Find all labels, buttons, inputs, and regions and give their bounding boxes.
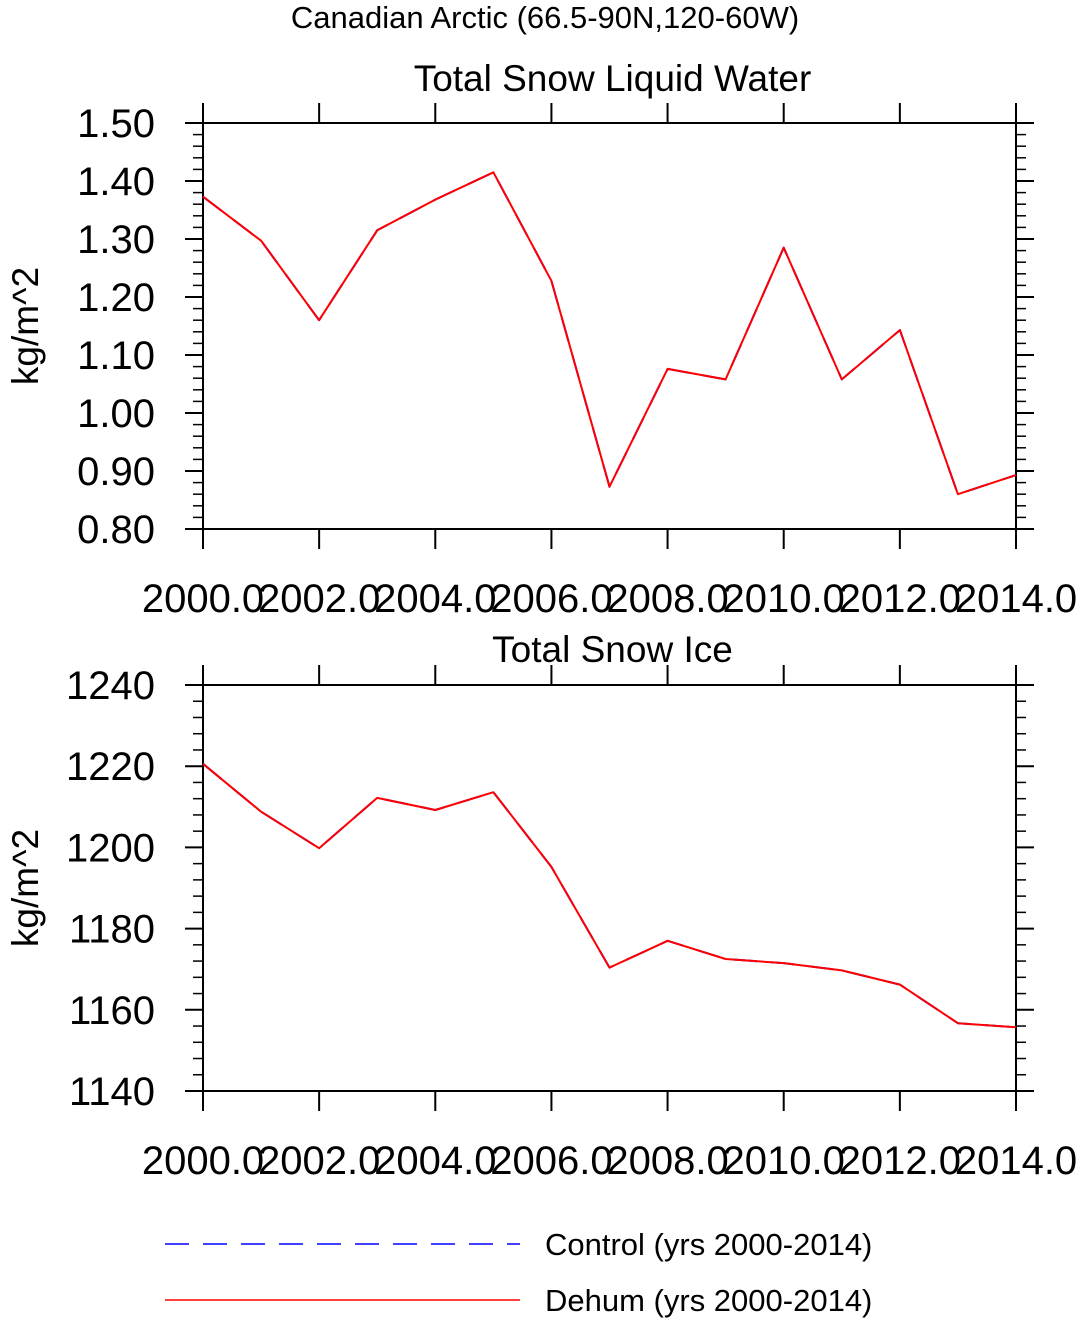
x-tick-label: 2000.0 xyxy=(142,577,264,621)
y-tick-label: 1.50 xyxy=(77,102,155,146)
chart-1: Total Snow Liquid Water kg/m^2 0.80 0.90 1.0… xyxy=(5,58,1077,621)
x-tick-label: 2006.0 xyxy=(490,1139,612,1183)
y-tick-label: 1240 xyxy=(66,664,155,708)
y-tick-label: 0.90 xyxy=(77,450,155,494)
y-tick-label: 1.00 xyxy=(77,392,155,436)
y-tick-label: 1.10 xyxy=(77,334,155,378)
y-tick-label: 1220 xyxy=(66,745,155,789)
y-tick-label: 1160 xyxy=(69,989,155,1033)
y-tick-label: 1140 xyxy=(69,1070,155,1114)
x-tick-label: 2014.0 xyxy=(955,577,1077,621)
x-tick-label: 2002.0 xyxy=(258,1139,380,1183)
y-axis-label: kg/m^2 xyxy=(5,267,46,385)
plots-group: Total Snow Liquid Water kg/m^2 0.80 0.90 1.0… xyxy=(5,58,1077,1183)
x-tick-label: 2000.0 xyxy=(142,1139,264,1183)
plot-frame xyxy=(202,684,1017,1092)
y-tick-label: 1180 xyxy=(69,908,155,952)
legend: Control (yrs 2000-2014) Dehum (yrs 2000-2… xyxy=(165,1227,872,1318)
y-tick-label: 1.40 xyxy=(77,160,155,204)
legend-label: Control (yrs 2000-2014) xyxy=(545,1227,872,1262)
series-line-dehum xyxy=(202,171,1017,496)
x-tick-label: 2008.0 xyxy=(606,577,728,621)
legend-label: Dehum (yrs 2000-2014) xyxy=(545,1283,872,1318)
y-tick-label: 1200 xyxy=(66,826,155,870)
y-tick-label: 1.20 xyxy=(77,276,155,320)
x-tick-label: 2004.0 xyxy=(374,1139,496,1183)
x-tick-label: 2012.0 xyxy=(839,577,961,621)
chart-2: Total Snow Ice kg/m^2 1140 1160 1180 1200 1220… xyxy=(5,629,1077,1183)
y-axis-label: kg/m^2 xyxy=(5,829,46,947)
x-tick-label: 2008.0 xyxy=(606,1139,728,1183)
x-tick-label: 2010.0 xyxy=(723,577,845,621)
y-tick-label: 1.30 xyxy=(77,218,155,262)
series-line-control xyxy=(202,171,1017,496)
x-tick-label: 2006.0 xyxy=(490,577,612,621)
plot-frame xyxy=(202,122,1017,530)
chart-title: Total Snow Liquid Water xyxy=(414,58,812,99)
x-tick-label: 2004.0 xyxy=(374,577,496,621)
series-line-control xyxy=(202,763,1017,1029)
figure-title: Canadian Arctic (66.5-90N,120-60W) xyxy=(291,0,799,35)
x-tick-label: 2012.0 xyxy=(839,1139,961,1183)
chart-title: Total Snow Ice xyxy=(492,629,733,670)
x-tick-label: 2010.0 xyxy=(723,1139,845,1183)
x-tick-label: 2014.0 xyxy=(955,1139,1077,1183)
y-tick-label: 0.80 xyxy=(77,508,155,552)
x-tick-label: 2002.0 xyxy=(258,577,380,621)
series-line-dehum xyxy=(202,763,1017,1029)
